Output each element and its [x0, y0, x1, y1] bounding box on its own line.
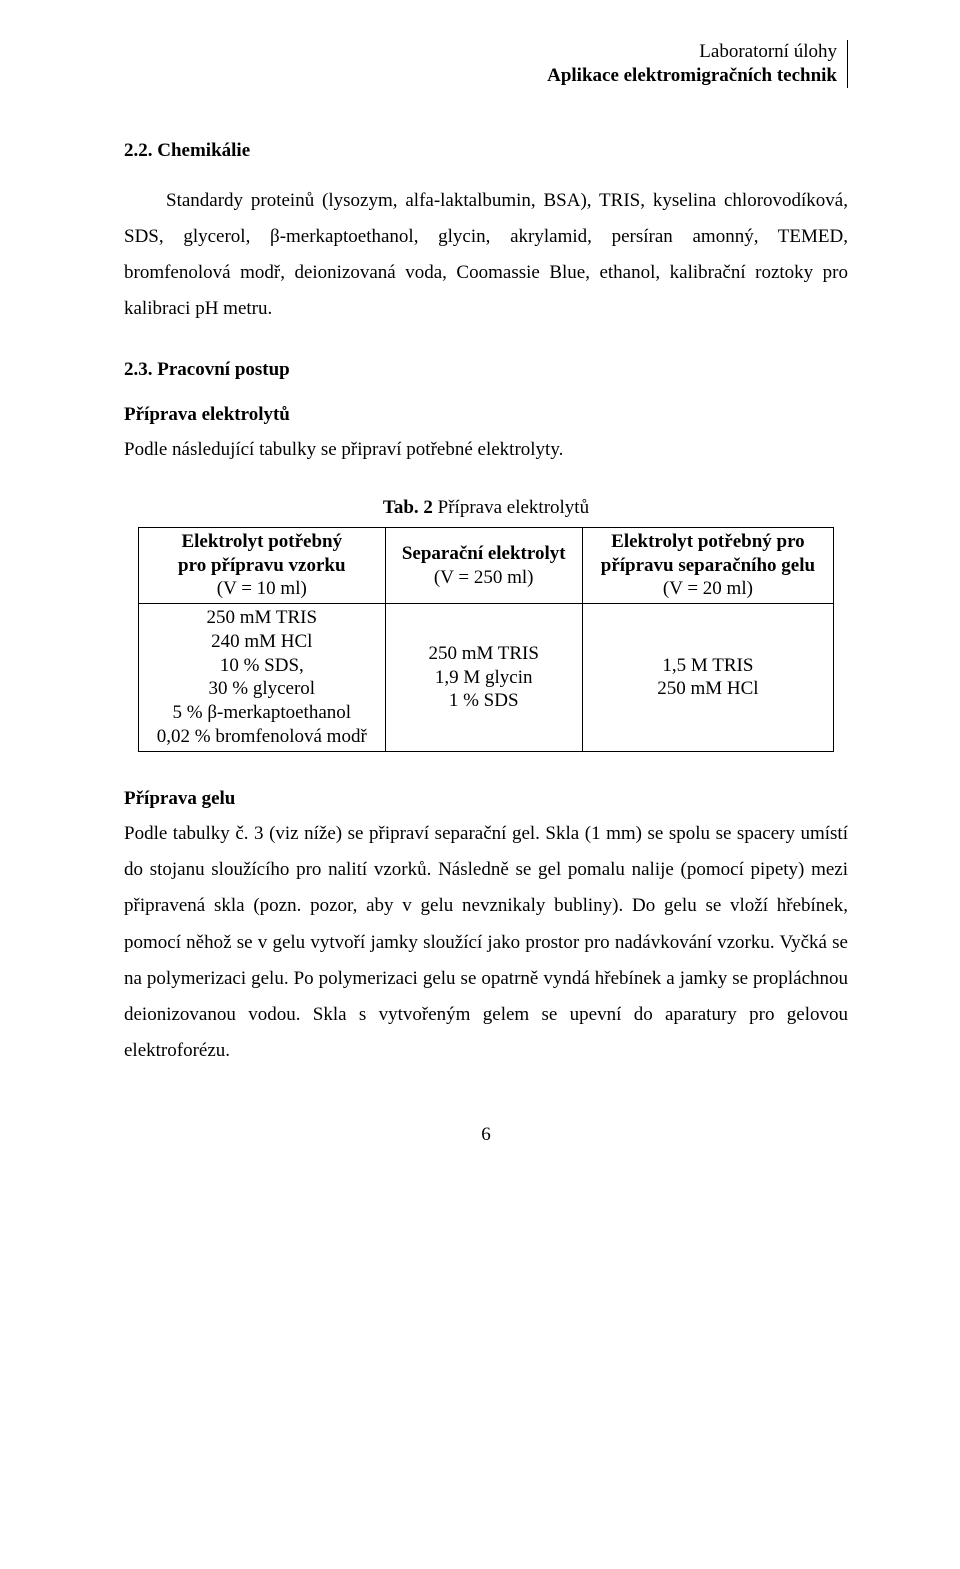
td1-l2: 240 mM HCl [149, 630, 375, 654]
table-header-col1: Elektrolyt potřebný pro přípravu vzorku … [139, 527, 386, 603]
table-header-col2: Separační elektrolyt (V = 250 ml) [385, 527, 582, 603]
td2-l1: 250 mM TRIS [396, 642, 572, 666]
section-2-2-body: Standardy proteinů (lysozym, alfa-laktal… [124, 183, 848, 327]
td1-l4: 30 % glycerol [149, 677, 375, 701]
prep-gel-body: Podle tabulky č. 3 (viz níže) se připrav… [124, 816, 848, 1069]
td1-l1: 250 mM TRIS [149, 606, 375, 630]
header-line-2: Aplikace elektromigračních technik [547, 64, 843, 88]
electrolyte-table: Elektrolyt potřebný pro přípravu vzorku … [138, 527, 834, 752]
header-line-1: Laboratorní úlohy [547, 40, 843, 64]
td1-l3: 10 % SDS, [149, 654, 375, 678]
td2-l3: 1 % SDS [396, 689, 572, 713]
prep-gel-title: Příprava gelu [124, 786, 848, 813]
th1-l1: Elektrolyt potřebný [149, 530, 375, 554]
th1-l3: (V = 10 ml) [149, 577, 375, 601]
table-data-row: 250 mM TRIS 240 mM HCl 10 % SDS, 30 % gl… [139, 604, 834, 752]
table-header-row: Elektrolyt potřebný pro přípravu vzorku … [139, 527, 834, 603]
th1-l2: pro přípravu vzorku [149, 554, 375, 578]
table-cell-col3: 1,5 M TRIS 250 mM HCl [582, 604, 833, 752]
td3-l1: 1,5 M TRIS [593, 654, 823, 678]
table-caption: Tab. 2 Příprava elektrolytů [124, 496, 848, 521]
table-cell-col1: 250 mM TRIS 240 mM HCl 10 % SDS, 30 % gl… [139, 604, 386, 752]
section-2-2-heading: 2.2. Chemikálie [124, 138, 848, 165]
th2-l2: (V = 250 ml) [396, 566, 572, 590]
section-2-3-heading: 2.3. Pracovní postup [124, 357, 848, 384]
th3-l2: přípravu separačního gelu [593, 554, 823, 578]
table-header-col3: Elektrolyt potřebný pro přípravu separač… [582, 527, 833, 603]
running-header: Laboratorní úlohy Aplikace elektromigrač… [547, 40, 848, 88]
prep-electrolytes-title: Příprava elektrolytů [124, 402, 848, 429]
page-number: 6 [124, 1117, 848, 1153]
th3-l3: (V = 20 ml) [593, 577, 823, 601]
document-page: Laboratorní úlohy Aplikace elektromigrač… [0, 0, 960, 1193]
td3-l2: 250 mM HCl [593, 677, 823, 701]
table-caption-text: Příprava elektrolytů [433, 497, 589, 518]
th2-l1: Separační elektrolyt [396, 542, 572, 566]
td1-l5: 5 % β-merkaptoethanol [149, 701, 375, 725]
prep-electrolytes-body: Podle následující tabulky se připraví po… [124, 432, 848, 468]
table-caption-label: Tab. 2 [383, 497, 433, 518]
td1-l6: 0,02 % bromfenolová modř [149, 725, 375, 749]
td2-l2: 1,9 M glycin [396, 666, 572, 690]
th3-l1: Elektrolyt potřebný pro [593, 530, 823, 554]
table-cell-col2: 250 mM TRIS 1,9 M glycin 1 % SDS [385, 604, 582, 752]
